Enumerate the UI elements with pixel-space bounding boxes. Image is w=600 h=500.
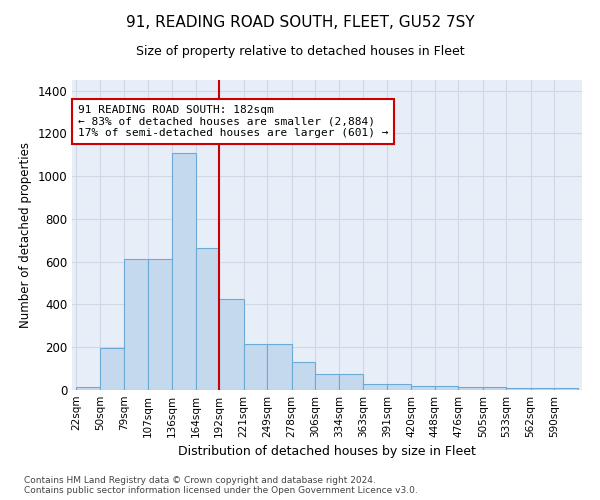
Bar bbox=[506, 388, 530, 390]
Text: 91, READING ROAD SOUTH, FLEET, GU52 7SY: 91, READING ROAD SOUTH, FLEET, GU52 7SY bbox=[125, 15, 475, 30]
Bar bbox=[219, 299, 244, 390]
Bar bbox=[267, 344, 292, 390]
Bar bbox=[458, 388, 482, 390]
Bar bbox=[435, 386, 458, 390]
Bar bbox=[339, 374, 363, 390]
X-axis label: Distribution of detached houses by size in Fleet: Distribution of detached houses by size … bbox=[178, 446, 476, 458]
Bar bbox=[124, 258, 148, 390]
Bar bbox=[196, 248, 219, 390]
Text: 91 READING ROAD SOUTH: 182sqm
← 83% of detached houses are smaller (2,884)
17% o: 91 READING ROAD SOUTH: 182sqm ← 83% of d… bbox=[78, 105, 388, 138]
Bar bbox=[315, 374, 339, 390]
Bar bbox=[172, 152, 196, 390]
Bar bbox=[411, 386, 435, 390]
Bar bbox=[554, 388, 578, 390]
Text: Contains HM Land Registry data © Crown copyright and database right 2024.
Contai: Contains HM Land Registry data © Crown c… bbox=[24, 476, 418, 495]
Bar bbox=[148, 258, 172, 390]
Bar bbox=[244, 344, 267, 390]
Y-axis label: Number of detached properties: Number of detached properties bbox=[19, 142, 32, 328]
Bar bbox=[363, 384, 387, 390]
Bar bbox=[387, 384, 411, 390]
Bar bbox=[292, 362, 315, 390]
Bar bbox=[76, 387, 100, 390]
Bar bbox=[530, 388, 554, 390]
Bar bbox=[100, 348, 124, 390]
Text: Size of property relative to detached houses in Fleet: Size of property relative to detached ho… bbox=[136, 45, 464, 58]
Bar bbox=[482, 388, 506, 390]
